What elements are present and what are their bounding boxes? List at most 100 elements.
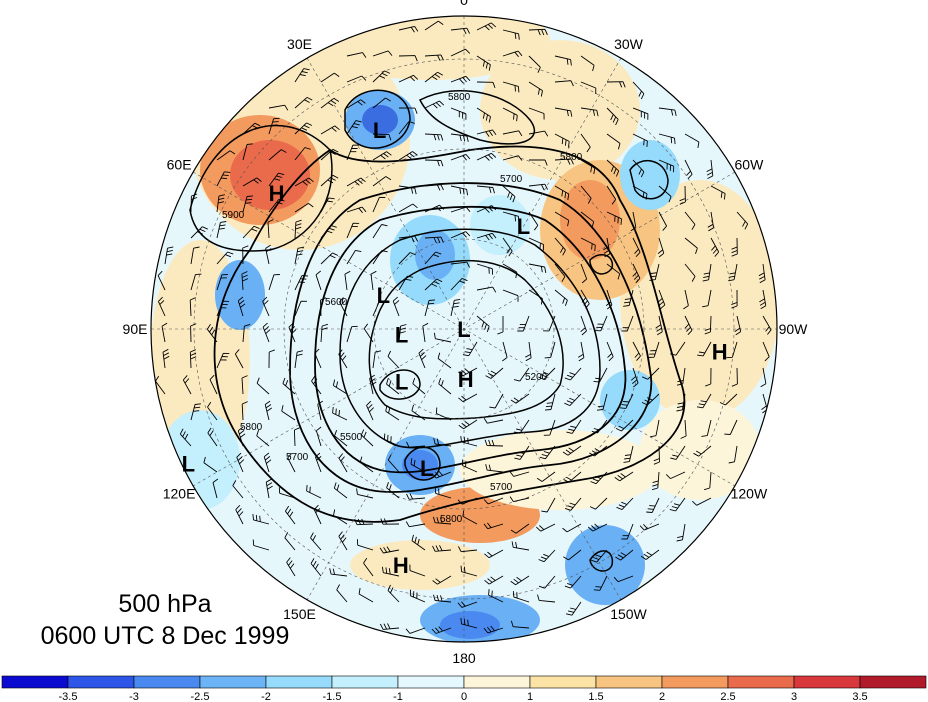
colorbar-tick-label: -3 [129, 691, 139, 702]
wind-barb [476, 315, 490, 333]
contour-label: 5600 [325, 297, 348, 308]
wind-barb [450, 27, 471, 35]
wind-barb [268, 349, 275, 369]
wind-barb [564, 393, 582, 407]
wind-barb [190, 193, 198, 213]
colorbar-swatch [397, 675, 465, 689]
colorbar-swatch [529, 675, 597, 689]
wind-barb [509, 471, 530, 477]
wind-barb [484, 575, 504, 585]
wind-barb [632, 341, 641, 361]
wind-barb [431, 626, 452, 634]
wind-barb [528, 55, 541, 73]
wind-barb [268, 117, 280, 135]
wind-barb [383, 433, 400, 447]
wind-barb [483, 497, 504, 505]
wind-barb [237, 426, 246, 447]
wind-barb [294, 177, 314, 187]
wind-barb [589, 445, 608, 457]
wind-barb [614, 471, 634, 482]
wind-barb [241, 375, 248, 395]
wind-barb [554, 158, 574, 165]
wind-barb [460, 436, 478, 447]
wind-barb [640, 549, 660, 560]
wind-barb [236, 452, 245, 473]
wind-barb [262, 322, 271, 343]
wind-barb [544, 341, 556, 359]
wind-barb [731, 237, 738, 257]
wind-barb [381, 566, 400, 577]
wind-barb [242, 323, 251, 343]
wind-barb [346, 206, 367, 214]
valid-time-title: 0600 UTC 8 Dec 1999 [40, 622, 290, 650]
wind-barb [268, 172, 285, 187]
wind-barb [386, 378, 400, 395]
wind-barb [282, 377, 296, 395]
contour-label: 5700 [500, 174, 523, 185]
wind-barb [237, 296, 246, 317]
wind-barb [252, 539, 270, 551]
wind-barb [344, 270, 351, 291]
wind-barb [320, 323, 329, 343]
wind-barb [623, 445, 634, 463]
wind-barb [657, 237, 665, 258]
wind-barb [483, 625, 504, 634]
colorbar-swatch [199, 675, 267, 689]
wind-barb [632, 133, 648, 147]
wind-barb [502, 107, 518, 122]
wind-barb [543, 419, 556, 436]
contour-label: 5900 [222, 210, 245, 221]
wind-barb [658, 159, 675, 173]
wind-barb [203, 456, 218, 473]
wind-barb [502, 185, 516, 203]
wind-barb [606, 81, 626, 88]
wind-barb [424, 204, 445, 213]
colorbar-tick-label: 1 [527, 691, 533, 702]
wind-barb [338, 531, 348, 551]
wind-barb [372, 176, 392, 187]
wind-barb [497, 316, 504, 335]
wind-barb [294, 122, 313, 135]
wind-barb [642, 367, 660, 380]
wind-barb [528, 130, 549, 137]
wind-barb [410, 458, 426, 473]
wind-barb [724, 419, 738, 435]
wind-barb [476, 263, 494, 275]
wind-barb [450, 206, 471, 213]
wind-barb [623, 289, 634, 307]
colorbar-swatch [595, 675, 663, 689]
wind-barb [242, 195, 254, 213]
wind-barb [562, 523, 582, 533]
wind-barb [422, 322, 429, 343]
wind-barb [450, 133, 469, 142]
wind-barb [589, 497, 608, 510]
wind-barb [338, 453, 348, 473]
colorbar-swatch [463, 675, 531, 689]
wind-barb [683, 289, 689, 310]
wind-barb [398, 74, 419, 83]
wind-barb [387, 454, 400, 473]
wind-barb [502, 29, 520, 40]
colorbar-tick-label: 3.5 [852, 691, 867, 702]
wind-barb [658, 107, 677, 116]
wind-barb [372, 97, 391, 109]
wind-barb [346, 249, 362, 265]
colorbar-tick-label: 0 [461, 691, 467, 702]
wind-barb [476, 107, 491, 123]
wind-barb [476, 232, 497, 241]
wind-barb [676, 367, 686, 386]
wind-barb [293, 427, 301, 447]
wind-barb [632, 107, 649, 120]
wind-barb [294, 219, 302, 239]
wind-barb [157, 296, 166, 317]
wind-barb [450, 298, 461, 317]
wind-barb [346, 120, 362, 135]
wind-barb [731, 289, 738, 309]
wind-barb [536, 471, 556, 482]
wind-barb [461, 459, 478, 473]
wind-barb [554, 211, 570, 227]
wind-barb [476, 205, 497, 213]
wind-barb [346, 144, 359, 161]
wind-barb [268, 198, 285, 213]
wind-barb [621, 523, 634, 540]
